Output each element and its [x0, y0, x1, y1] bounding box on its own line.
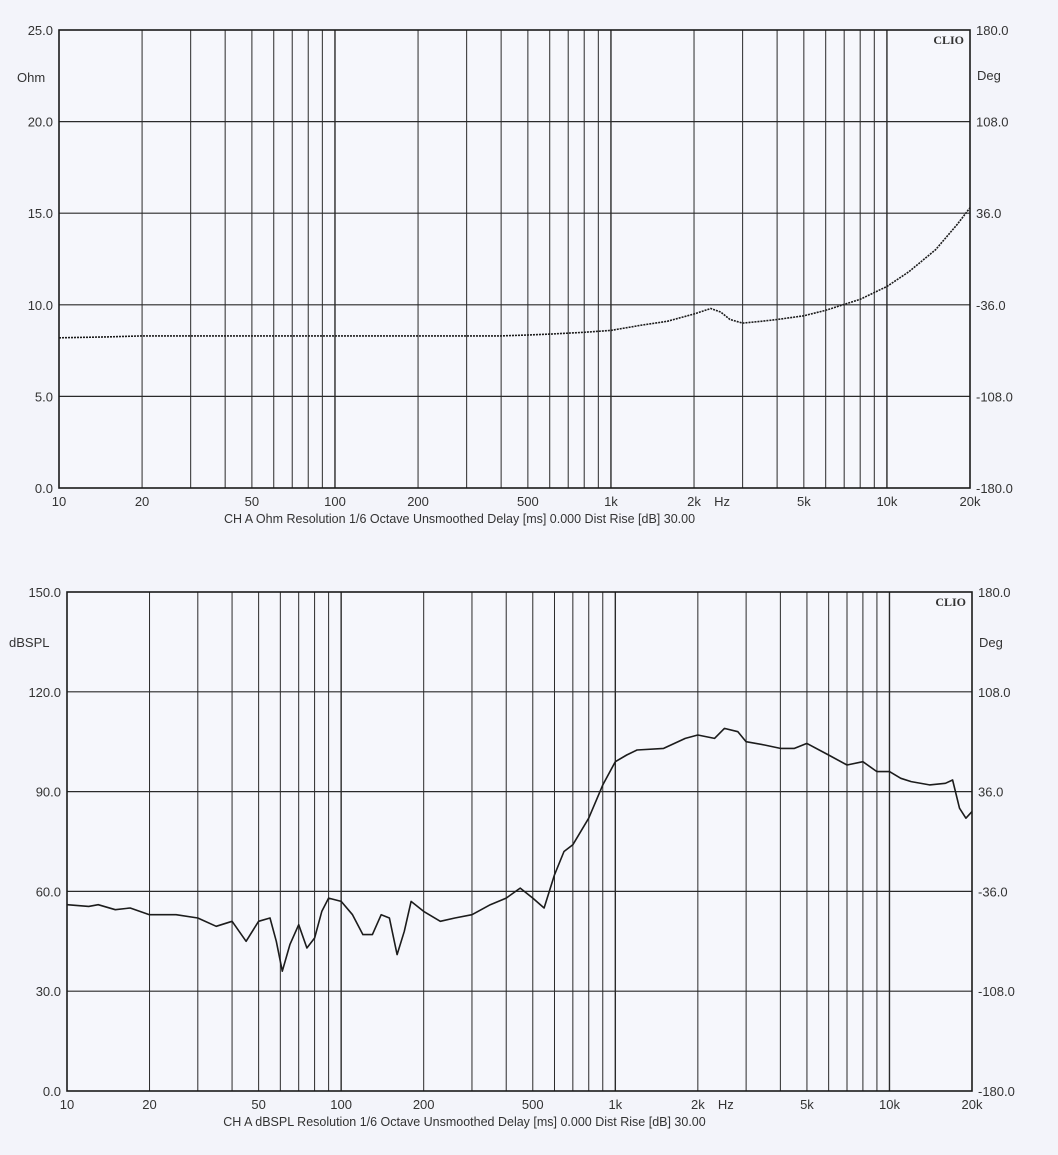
y2-tick-label: -108.0	[978, 984, 1015, 999]
x-tick-label: 100	[330, 1097, 352, 1112]
y2-tick-label: 180.0	[978, 585, 1011, 600]
x-tick-label: 2k	[687, 494, 701, 509]
y2-tick-label: -108.0	[976, 389, 1013, 404]
y2-axis-label: Deg	[977, 68, 1001, 83]
y-tick-label: 10.0	[28, 298, 53, 313]
y-tick-label: 120.0	[28, 685, 61, 700]
x-tick-label: 10k	[879, 1097, 900, 1112]
y-tick-label: 25.0	[28, 23, 53, 38]
y-tick-label: 0.0	[35, 481, 53, 496]
plot-frame	[58, 29, 971, 489]
x-tick-label: 200	[407, 494, 429, 509]
response-curve	[58, 207, 971, 339]
plot-area	[59, 30, 970, 488]
y-tick-label: 5.0	[35, 389, 53, 404]
plot-frame	[66, 591, 973, 1092]
y-tick-label: 150.0	[28, 585, 61, 600]
response-curve	[66, 727, 973, 973]
x-tick-label: 10	[52, 494, 66, 509]
x-tick-label: 1k	[608, 1097, 622, 1112]
x-tick-label: 100	[324, 494, 346, 509]
x-tick-label: 20	[142, 1097, 156, 1112]
x-tick-label: 2k	[691, 1097, 705, 1112]
y2-tick-label: -36.0	[978, 884, 1008, 899]
x-tick-label: 20k	[962, 1097, 983, 1112]
x-tick-label: 500	[517, 494, 539, 509]
y2-tick-label: -36.0	[976, 298, 1006, 313]
x-tick-label: 50	[245, 494, 259, 509]
y2-tick-label: -180.0	[978, 1084, 1015, 1099]
y-tick-label: 15.0	[28, 206, 53, 221]
y-tick-label: 60.0	[36, 884, 61, 899]
brand-logo-text: CLIO	[933, 33, 964, 47]
x-tick-label: 500	[522, 1097, 544, 1112]
y-axis-label: Ohm	[17, 70, 45, 85]
y-axis-label: dBSPL	[9, 635, 49, 650]
x-tick-label: 200	[413, 1097, 435, 1112]
y2-tick-label: 108.0	[978, 685, 1011, 700]
y2-tick-label: 180.0	[976, 23, 1009, 38]
y2-tick-label: -180.0	[976, 481, 1013, 496]
x-axis-unit: Hz	[718, 1097, 734, 1112]
y2-axis-label: Deg	[979, 635, 1003, 650]
measurement-footer: CH A Ohm Resolution 1/6 Octave Unsmoothe…	[224, 512, 695, 526]
y-tick-label: 0.0	[43, 1084, 61, 1099]
x-tick-label: 10k	[876, 494, 897, 509]
y2-tick-label: 36.0	[976, 206, 1001, 221]
measurement-footer: CH A dBSPL Resolution 1/6 Octave Unsmoot…	[223, 1115, 705, 1129]
x-tick-label: 10	[60, 1097, 74, 1112]
x-tick-label: 20	[135, 494, 149, 509]
brand-logo-text: CLIO	[935, 595, 966, 609]
y-tick-label: 90.0	[36, 785, 61, 800]
y2-tick-label: 108.0	[976, 115, 1009, 130]
plot-area	[67, 592, 972, 1091]
x-tick-label: 50	[251, 1097, 265, 1112]
y2-tick-label: 36.0	[978, 785, 1003, 800]
x-tick-label: 20k	[960, 494, 981, 509]
x-tick-label: 1k	[604, 494, 618, 509]
y-tick-label: 20.0	[28, 115, 53, 130]
y-tick-label: 30.0	[36, 984, 61, 999]
x-tick-label: 5k	[797, 494, 811, 509]
x-tick-label: 5k	[800, 1097, 814, 1112]
x-axis-unit: Hz	[714, 494, 730, 509]
